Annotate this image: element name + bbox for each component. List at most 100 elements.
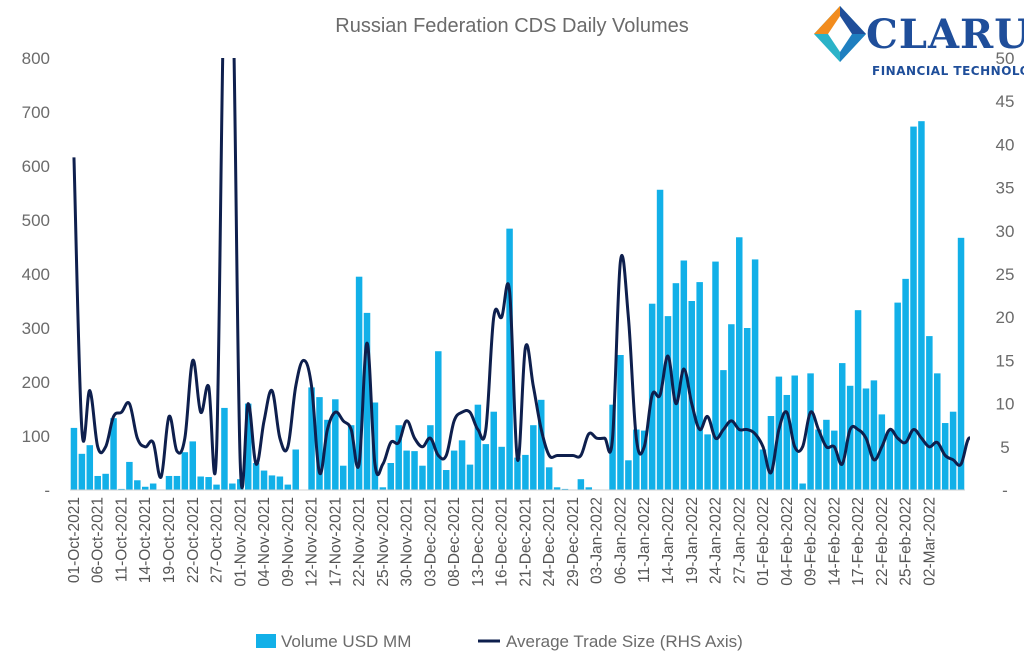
volume-bar xyxy=(363,312,371,490)
volume-bar xyxy=(688,301,695,490)
x-axis-tick-label: 06-Jan-2022 xyxy=(612,497,629,584)
volume-bar xyxy=(831,430,838,490)
volume-bar xyxy=(173,475,181,490)
logo-wordmark: CLARUS xyxy=(866,11,1024,58)
volume-bar xyxy=(783,394,791,490)
right-axis-tick-label: 25 xyxy=(996,265,1015,284)
x-axis-tick-label: 12-Nov-2021 xyxy=(304,497,321,587)
volume-bar xyxy=(728,324,735,490)
volume-bar xyxy=(126,461,133,490)
volume-bar xyxy=(712,261,719,490)
volume-bar xyxy=(442,470,450,490)
volume-bar xyxy=(427,425,434,490)
volume-bar xyxy=(846,385,854,490)
volume-bar xyxy=(276,476,284,490)
x-axis-tick-label: 17-Feb-2022 xyxy=(850,497,867,586)
chart-title: Russian Federation CDS Daily Volumes xyxy=(335,15,689,37)
left-axis-tick-label: 600 xyxy=(22,157,50,176)
x-axis-ticks: 01-Oct-2021 06-Oct-2021 11-Oct-2021 14-Oct-… xyxy=(66,497,938,587)
volume-bar xyxy=(545,467,553,490)
volume-bar xyxy=(197,476,204,490)
x-axis-tick-label: 14-Oct-2021 xyxy=(137,497,154,583)
x-axis-tick-label: 11-Oct-2021 xyxy=(113,497,130,582)
x-axis-tick-label: 01-Feb-2022 xyxy=(755,497,772,586)
volume-bar xyxy=(268,475,276,490)
volume-bar xyxy=(332,399,339,490)
x-axis-tick-label: 03-Dec-2021 xyxy=(422,497,439,587)
left-axis-tick-label: - xyxy=(44,481,50,500)
volume-bar xyxy=(205,477,212,490)
trade-size-line xyxy=(72,58,970,490)
volume-bar xyxy=(838,363,846,490)
volume-bar xyxy=(625,460,632,490)
volume-bar xyxy=(102,473,109,490)
x-axis-tick-label: 09-Feb-2022 xyxy=(803,497,820,586)
left-axis-tick-label: 100 xyxy=(22,427,50,446)
right-axis-tick-label: 40 xyxy=(996,135,1015,154)
x-axis-tick-label: 30-Nov-2021 xyxy=(399,497,416,587)
volume-bar xyxy=(118,488,125,490)
volume-bar xyxy=(656,189,664,490)
x-axis-tick-label: 09-Nov-2021 xyxy=(280,497,297,587)
volume-bar xyxy=(284,484,292,490)
x-axis-tick-label: 22-Oct-2021 xyxy=(185,497,202,583)
volume-bar xyxy=(379,487,387,490)
volume-bar xyxy=(696,282,703,490)
volume-bar xyxy=(807,373,814,490)
x-axis-tick-label: 01-Nov-2021 xyxy=(232,497,249,587)
volume-bar xyxy=(355,276,363,490)
x-axis-tick-label: 25-Nov-2021 xyxy=(375,497,392,587)
volume-bar xyxy=(142,486,149,490)
x-axis-tick-label: 19-Jan-2022 xyxy=(684,497,701,584)
volume-bar xyxy=(577,479,585,490)
volume-bar xyxy=(799,483,806,490)
trade-size-series-line xyxy=(72,58,970,490)
volume-bar xyxy=(149,483,157,490)
volume-bar xyxy=(229,483,236,490)
left-axis-tick-label: 200 xyxy=(22,373,50,392)
clarus-logo-diamond-icon xyxy=(814,6,866,62)
volume-bar xyxy=(435,351,442,490)
volume-bar xyxy=(387,463,395,490)
x-axis-tick-label: 04-Nov-2021 xyxy=(256,497,273,587)
volume-bar xyxy=(474,404,482,490)
volume-bar xyxy=(189,441,197,490)
left-axis-tick-label: 700 xyxy=(22,103,50,122)
volume-bar xyxy=(561,488,569,490)
volume-bar xyxy=(640,430,648,490)
volume-bar xyxy=(403,450,410,490)
volume-bar xyxy=(260,470,268,490)
volume-bar xyxy=(553,487,561,490)
volume-bar xyxy=(854,310,862,490)
volume-bar xyxy=(70,427,78,490)
volume-bar xyxy=(458,440,466,490)
volume-bar xyxy=(165,475,173,490)
x-axis-tick-label: 13-Dec-2021 xyxy=(470,497,487,587)
right-axis-tick-label: 30 xyxy=(996,222,1015,241)
volume-bar xyxy=(522,454,529,490)
left-axis-tick-label: 500 xyxy=(22,211,50,230)
x-axis-tick-label: 02-Mar-2022 xyxy=(921,497,938,586)
x-axis-tick-label: 01-Oct-2021 xyxy=(66,497,83,583)
x-axis-tick-label: 17-Nov-2021 xyxy=(327,497,344,587)
legend-line-label: Average Trade Size (RHS Axis) xyxy=(506,632,743,651)
volume-bar xyxy=(538,399,545,490)
x-axis-tick-label: 03-Jan-2022 xyxy=(589,497,606,584)
x-axis-tick-label: 04-Feb-2022 xyxy=(779,497,796,586)
volume-bar xyxy=(347,425,355,490)
volume-bar xyxy=(878,414,886,490)
volume-bar xyxy=(94,475,101,490)
right-axis-ticks: - 5 10 15 20 25 30 35 40 45 50 xyxy=(996,49,1015,500)
volume-bar xyxy=(244,403,252,490)
volume-bars xyxy=(70,121,965,491)
right-axis-tick-label: 45 xyxy=(996,92,1015,111)
volume-bar xyxy=(466,464,474,490)
volume-bar xyxy=(482,444,490,490)
volume-bar xyxy=(918,121,925,491)
x-axis-tick-label: 27-Oct-2021 xyxy=(209,497,226,583)
left-axis-tick-label: 800 xyxy=(22,49,50,68)
volume-bar xyxy=(949,411,957,490)
right-axis-tick-label: - xyxy=(1002,481,1008,500)
x-axis-tick-label: 25-Feb-2022 xyxy=(898,497,915,586)
